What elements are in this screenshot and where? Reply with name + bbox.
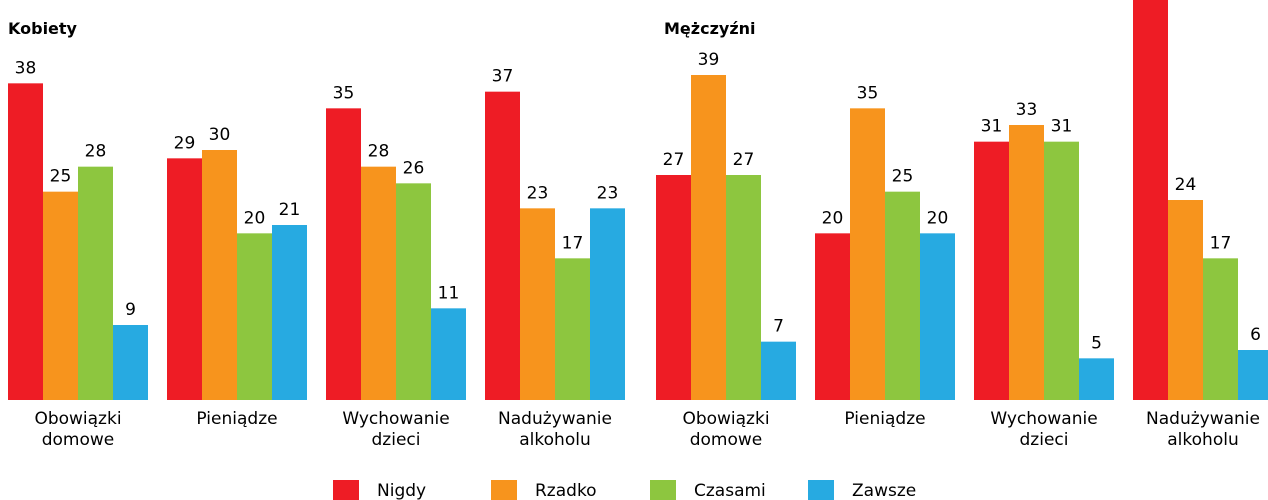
value-label: 39: [698, 50, 720, 70]
value-label: 20: [822, 208, 844, 228]
bar: [167, 158, 202, 400]
value-label: 17: [562, 233, 584, 253]
bar: [1238, 350, 1268, 400]
bar: [202, 150, 237, 400]
bar: [974, 141, 1009, 400]
category-label: Obowiązki domowe: [682, 409, 770, 450]
value-label: 30: [209, 125, 231, 145]
bar: [726, 175, 761, 400]
value-label: 37: [492, 67, 514, 87]
value-label: 6: [1250, 325, 1261, 345]
bar: [237, 233, 272, 400]
bar: [8, 83, 43, 400]
bar: [485, 91, 520, 401]
value-label: 31: [1051, 117, 1073, 137]
value-label: 38: [15, 58, 37, 78]
bar: [761, 341, 796, 400]
value-label: 7: [773, 317, 784, 337]
value-label: 9: [125, 300, 136, 320]
category-label: Pieniądze: [844, 409, 926, 429]
value-label: 25: [892, 167, 914, 187]
category-label: Wychowanie dzieci: [990, 409, 1098, 450]
value-label: 5: [1091, 333, 1102, 353]
bar: [691, 75, 726, 400]
value-label: 20: [244, 208, 266, 228]
value-label: 27: [663, 150, 685, 170]
bar: [885, 191, 920, 400]
bar: [815, 233, 850, 400]
bar: [1044, 141, 1079, 400]
bar: [520, 208, 555, 400]
value-label: 31: [981, 117, 1003, 137]
bar: [850, 108, 885, 400]
legend-swatch: [491, 480, 517, 500]
bar: [1203, 258, 1238, 400]
bar: [78, 166, 113, 400]
bar: [555, 258, 590, 400]
legend-swatch: [333, 480, 359, 500]
bar: [272, 225, 307, 400]
bar: [590, 208, 625, 400]
bar: [326, 108, 361, 400]
value-label: 24: [1175, 175, 1197, 195]
value-label: 35: [857, 83, 879, 103]
bar: [656, 175, 691, 400]
value-label: 25: [50, 167, 72, 187]
value-label: 23: [527, 183, 549, 203]
bar: [361, 166, 396, 400]
bar: [920, 233, 955, 400]
legend-label: Czasami: [694, 481, 766, 500]
bar: [1168, 200, 1203, 400]
category-label: Pieniądze: [196, 409, 278, 429]
category-label: Wychowanie dzieci: [342, 409, 450, 450]
chart-title: Kobiety: [8, 19, 78, 38]
category-label: Nadużywanie alkoholu: [498, 409, 612, 450]
value-label: 21: [279, 200, 301, 220]
value-label: 17: [1210, 233, 1232, 253]
value-label: 26: [403, 158, 425, 178]
legend-swatch: [808, 480, 834, 500]
value-label: 28: [368, 142, 390, 162]
bar: [113, 325, 148, 400]
value-label: 29: [174, 133, 196, 153]
value-label: 35: [333, 83, 355, 103]
bar: [396, 183, 431, 400]
legend-label: Zawsze: [852, 481, 916, 500]
legend-swatch: [650, 480, 676, 500]
bar: [43, 191, 78, 400]
value-label: 20: [927, 208, 949, 228]
category-label: Obowiązki domowe: [34, 409, 122, 450]
bar: [1009, 125, 1044, 400]
bar: [431, 308, 466, 400]
bar: [1079, 358, 1114, 400]
legend-label: Nigdy: [377, 481, 426, 500]
value-label: 23: [597, 183, 619, 203]
value-label: 28: [85, 142, 107, 162]
value-label: 11: [438, 283, 460, 303]
bar: [1133, 0, 1168, 400]
value-label: 27: [733, 150, 755, 170]
category-label: Nadużywanie alkoholu: [1146, 409, 1260, 450]
chart-title: Mężczyźni: [664, 19, 756, 38]
value-label: 33: [1016, 100, 1038, 120]
legend-label: Rzadko: [535, 481, 597, 500]
